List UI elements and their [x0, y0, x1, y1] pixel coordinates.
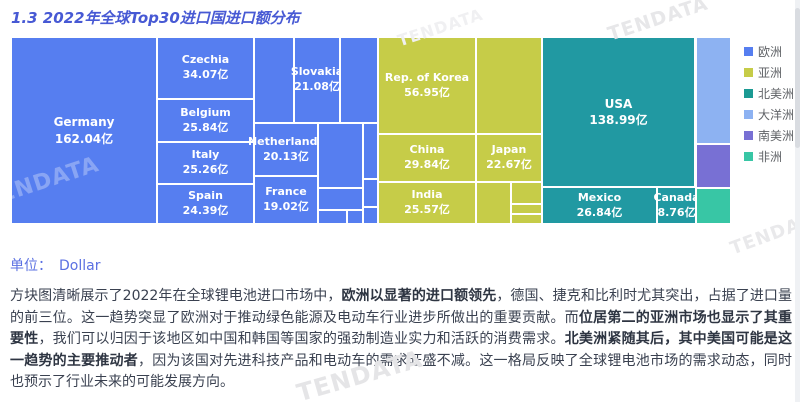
cell-value-label: 56.95亿: [404, 85, 450, 99]
cell-country-label: France: [265, 185, 307, 199]
legend-label: 亚洲: [758, 66, 783, 80]
paragraph-segment: 方块图清晰展示了2022年在全球锂电池进口市场中，: [10, 288, 342, 304]
cell-country-label: India: [411, 188, 443, 202]
treemap-cell-netherlands[interactable]: Netherlands 20.13亿: [248, 124, 324, 175]
treemap-cell-asia[interactable]: [477, 38, 541, 133]
legend-item-大洋洲[interactable]: 大洋洲: [744, 104, 794, 125]
legend-swatch-icon: [744, 152, 753, 161]
treemap-cell-usa[interactable]: USA 138.99亿: [543, 38, 694, 186]
cell-country-label: Italy: [191, 148, 220, 162]
legend-swatch-icon: [744, 89, 753, 98]
treemap-cell-mexico[interactable]: Mexico 26.84亿: [543, 188, 656, 223]
treemap-cell-europe[interactable]: [364, 208, 377, 223]
cell-value-label: 162.04亿: [54, 131, 114, 146]
legend-label: 大洋洲: [758, 108, 795, 122]
cell-country-label: Spain: [188, 189, 223, 203]
vertical-scrollbar-thumb[interactable]: [795, 8, 800, 148]
treemap-cell-europe[interactable]: [348, 211, 362, 223]
tendata-watermark: TENDATA: [727, 205, 800, 260]
treemap-cell-europe[interactable]: [255, 38, 293, 122]
legend-swatch-icon: [744, 131, 753, 140]
cell-value-label: 25.26亿: [182, 163, 229, 176]
treemap-cell-canada[interactable]: Canada 8.76亿: [653, 188, 700, 223]
treemap-cell-asia[interactable]: [512, 215, 541, 223]
paragraph-bold-segment: 欧洲以显著的进口额领先: [341, 288, 497, 304]
cell-value-label: 21.08亿: [294, 80, 340, 93]
treemap-cell-asia[interactable]: [512, 183, 541, 203]
cell-country-label: China: [409, 143, 445, 157]
paragraph-segment: ，我们可以归因于该地区如中国和韩国等国家的强劲制造业实力和活跃的消费需求。: [38, 331, 565, 347]
paragraph-segment: ，德国、捷克和比利时尤其突出，占据了进口量的前三位。这一趋势突显了欧洲对于推动绿…: [10, 288, 792, 326]
treemap-cell-oceania[interactable]: [697, 38, 730, 143]
treemap-cell-china[interactable]: China 29.84亿: [379, 135, 475, 181]
treemap-cell-europe[interactable]: [319, 211, 346, 223]
cell-value-label: 24.39亿: [182, 204, 229, 217]
treemap-cell-belgium[interactable]: Belgium 25.84亿: [158, 100, 253, 141]
paragraph-segment: ，因为该国对先进科技产品和电动车的需求旺盛不减。这一格局反映了全球锂电池市场的需…: [10, 352, 792, 391]
legend-swatch-icon: [744, 110, 753, 119]
cell-country-label: Czechia: [181, 53, 230, 67]
legend-item-北美洲[interactable]: 北美洲: [744, 83, 794, 104]
treemap-cell-europe[interactable]: [319, 189, 362, 209]
cell-country-label: Germany: [53, 115, 115, 130]
cell-country-label: Belgium: [180, 105, 231, 119]
cell-country-label: USA: [604, 96, 633, 111]
cell-country-label: Rep. of Korea: [384, 70, 470, 84]
legend-label: 南美洲: [758, 129, 795, 143]
legend-item-亚洲[interactable]: 亚洲: [744, 62, 794, 83]
treemap-chart: Germany 162.04亿 Czechia 34.07亿 Belgium 25.84亿…: [12, 38, 730, 223]
page-title: 1.3 2022年全球Top30进口国进口额分布: [11, 9, 300, 27]
cell-value-label: 26.84亿: [576, 205, 623, 219]
cell-value-label: 34.07亿: [182, 68, 229, 81]
legend-item-欧洲[interactable]: 欧洲: [744, 41, 794, 62]
cell-country-label: Japan: [491, 143, 527, 157]
unit-caption: 单位：: [10, 258, 52, 274]
cell-value-label: 8.76亿: [657, 205, 696, 219]
paragraph-bold-segment: 位居第二的亚洲市场也显示了其重要性: [10, 309, 793, 348]
treemap-cell-africa[interactable]: [697, 189, 730, 223]
legend-swatch-icon: [744, 47, 753, 56]
treemap-cell-asia[interactable]: [477, 183, 510, 223]
treemap-cell-europe[interactable]: [364, 180, 377, 206]
treemap-cell-south_america[interactable]: [697, 145, 730, 187]
cell-value-label: 25.57亿: [404, 203, 450, 216]
treemap-cell-france[interactable]: France 19.02亿: [255, 177, 317, 223]
treemap-cell-italy[interactable]: Italy 25.26亿: [158, 143, 253, 183]
vertical-scrollbar-track[interactable]: [795, 0, 800, 402]
cell-country-label: Netherlands: [247, 134, 325, 148]
legend-item-非洲[interactable]: 非洲: [744, 146, 794, 167]
chart-legend: 欧洲亚洲北美洲大洋洲南美洲非洲: [744, 41, 794, 167]
cell-country-label: Mexico: [577, 190, 622, 204]
cell-value-label: 138.99亿: [589, 113, 648, 127]
treemap-cell-japan[interactable]: Japan 22.67亿: [477, 135, 541, 181]
analysis-paragraph: 方块图清晰展示了2022年在全球锂电池进口市场中，欧洲以显著的进口额领先，德国、…: [10, 286, 792, 394]
treemap-cell-europe[interactable]: [341, 38, 377, 122]
cell-country-label: Slovakia: [290, 65, 344, 79]
treemap-cell-europe[interactable]: [319, 124, 362, 187]
paragraph-bold-segment: 北美洲紧随其后，其中美国可能是这一趋势的主要推动者: [10, 331, 793, 369]
treemap-cell-czechia[interactable]: Czechia 34.07亿: [158, 38, 253, 98]
treemap-cell-asia[interactable]: [512, 205, 541, 213]
cell-value-label: 20.13亿: [263, 149, 309, 163]
cell-value-label: 25.84亿: [182, 120, 229, 134]
treemap-cell-europe[interactable]: [364, 124, 377, 178]
cell-value-label: 19.02亿: [263, 200, 309, 213]
unit-label: 单位： Dollar: [10, 255, 100, 275]
cell-country-label: Canada: [653, 190, 700, 204]
treemap-cell-slovakia[interactable]: Slovakia 21.08亿: [291, 38, 343, 122]
unit-value: Dollar: [59, 258, 101, 274]
treemap-cell-india[interactable]: India 25.57亿: [379, 183, 475, 223]
cell-value-label: 22.67亿: [486, 158, 532, 171]
cell-value-label: 29.84亿: [404, 158, 450, 171]
legend-item-南美洲[interactable]: 南美洲: [744, 125, 794, 146]
legend-label: 北美洲: [758, 87, 795, 101]
treemap-cell-germany[interactable]: Germany 162.04亿: [12, 38, 156, 223]
legend-swatch-icon: [744, 68, 753, 77]
treemap-cell-rep-of-korea[interactable]: Rep. of Korea 56.95亿: [379, 38, 475, 133]
legend-label: 欧洲: [758, 45, 783, 59]
treemap-cell-spain[interactable]: Spain 24.39亿: [158, 185, 253, 223]
legend-label: 非洲: [758, 150, 783, 164]
